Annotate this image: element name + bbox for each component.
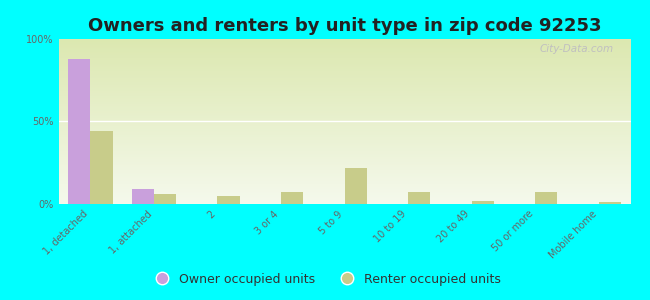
Bar [599, 202, 621, 204]
Text: City-Data.com: City-Data.com [540, 44, 614, 54]
Bar [154, 194, 176, 204]
Title: Owners and renters by unit type in zip code 92253: Owners and renters by unit type in zip c… [88, 17, 601, 35]
Bar [131, 189, 154, 204]
Bar [281, 193, 303, 204]
Bar [535, 193, 558, 204]
Legend: Owner occupied units, Renter occupied units: Owner occupied units, Renter occupied un… [144, 268, 506, 291]
Bar [408, 193, 430, 204]
Bar [217, 196, 240, 204]
Bar [68, 59, 90, 204]
Bar [344, 168, 367, 204]
Bar [472, 201, 494, 204]
Bar [90, 131, 112, 204]
